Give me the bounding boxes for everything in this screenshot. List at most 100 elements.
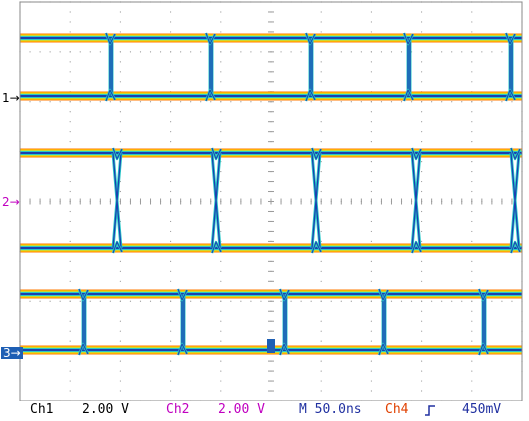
ch2-trace-edge (211, 152, 221, 249)
grid-dot (421, 370, 423, 372)
grid-dot (320, 131, 322, 133)
grid-dot (149, 51, 152, 53)
grid-dot (320, 31, 322, 33)
grid-dot (119, 11, 121, 13)
grid-dot (360, 101, 362, 103)
grid-dot (170, 380, 172, 382)
grid-dot (451, 51, 453, 53)
ch2-trace-edge (311, 152, 321, 249)
ch2-trace-edge (510, 147, 521, 254)
grid-dot (200, 300, 202, 302)
channel-1-marker[interactable]: 1→ (2, 92, 20, 104)
grid-dot (300, 300, 302, 302)
grid-dot (421, 21, 423, 23)
grid-dot (421, 71, 423, 73)
trigger-source[interactable]: Ch4 (385, 402, 409, 417)
grid-dot (250, 51, 252, 53)
grid-dot (431, 300, 433, 302)
grid-dot (29, 51, 31, 53)
grid-dot (119, 210, 121, 213)
grid-dot (119, 280, 121, 282)
grid-dot (410, 101, 413, 103)
grid-dot (471, 360, 473, 362)
status-bar: Ch1 2.00 V Ch2 2.00 V M 50.0ns Ch4 450mV (0, 401, 529, 418)
ch1-trace-edge (105, 32, 116, 102)
grid-dot (129, 300, 132, 302)
grid-dot (220, 190, 222, 193)
grid-dot (159, 51, 162, 53)
grid-dot (421, 340, 423, 342)
grid-dot (511, 300, 513, 302)
grid-dot (370, 210, 372, 213)
grid-dot (139, 51, 142, 53)
ch2-scale[interactable]: 2.00 V (218, 402, 265, 417)
grid-dot (69, 310, 71, 312)
grid-dot (220, 380, 222, 382)
grid-dot (421, 310, 423, 312)
grid-dot (119, 31, 121, 33)
grid-dot (310, 101, 312, 103)
trigger-level-marker (267, 339, 275, 353)
arrow-right-icon: → (10, 346, 21, 360)
grid-dot (190, 51, 192, 53)
grid-dot (39, 51, 41, 53)
grid-dot (220, 210, 222, 213)
grid-dot (320, 190, 322, 193)
grid-dot (69, 111, 71, 113)
grid-dot (220, 300, 222, 302)
grid-dot (69, 230, 71, 233)
grid-dot (69, 360, 71, 362)
grid-dot (109, 101, 111, 103)
grid-dot (481, 101, 483, 103)
arrow-right-icon: → (9, 195, 20, 209)
grid-dot (220, 61, 222, 63)
channel-3-marker[interactable]: 3→ (1, 347, 23, 359)
grid-dot (69, 220, 71, 223)
grid-dot (170, 210, 172, 213)
grid-dot (471, 81, 473, 83)
grid-dot (119, 260, 121, 262)
ch2-name[interactable]: Ch2 (166, 402, 190, 417)
grid-dot (370, 11, 372, 13)
grid-dot (471, 21, 473, 23)
arrow-right-icon: → (9, 91, 20, 105)
grid-dot (421, 260, 423, 262)
grid-dot (240, 300, 242, 302)
grid-dot (471, 210, 473, 213)
grid-dot (421, 31, 423, 33)
grid-dot (220, 330, 222, 332)
grid-dot (59, 51, 61, 53)
grid-dot (220, 280, 222, 282)
ch1-name[interactable]: Ch1 (30, 402, 54, 417)
grid-dot (471, 170, 473, 173)
grid-dot (220, 101, 222, 103)
grid-dot (220, 230, 222, 233)
grid-dot (220, 111, 222, 113)
timebase[interactable]: M 50.0ns (299, 402, 362, 417)
grid-dot (180, 101, 182, 103)
grid-dot (340, 51, 342, 53)
ch1-scale[interactable]: 2.00 V (82, 402, 129, 417)
ch2-trace-edge (112, 152, 122, 249)
channel-2-marker[interactable]: 2→ (2, 196, 20, 208)
grid-dot (99, 300, 101, 302)
grid-dot (280, 300, 282, 302)
grid-dot (370, 330, 372, 332)
grid-dot (421, 280, 423, 282)
grid-dot (220, 81, 222, 83)
grid-dot (370, 220, 372, 223)
ch2-trace-edge (112, 147, 123, 254)
grid-dot (370, 111, 372, 113)
grid-dot (471, 370, 473, 372)
grid-dot (421, 111, 423, 113)
grid-dot (320, 230, 322, 233)
grid-dot (159, 101, 162, 103)
grid-dot (320, 320, 322, 322)
grid-dot (69, 11, 71, 13)
grid-dot (421, 300, 423, 302)
grid-dot (471, 131, 473, 133)
trigger-level[interactable]: 450mV (462, 402, 502, 417)
grid-dot (471, 310, 473, 312)
grid-dot (400, 300, 403, 302)
